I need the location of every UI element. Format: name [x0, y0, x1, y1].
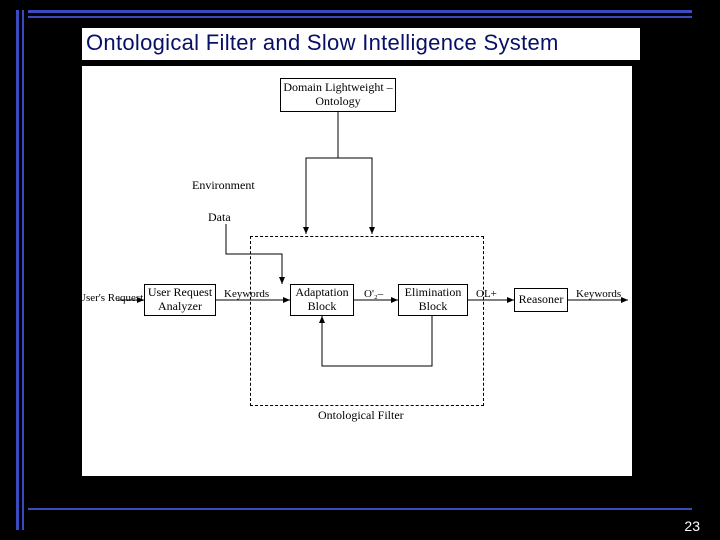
rule-bottom — [28, 508, 692, 510]
edgelabel-keywords-1: Keywords — [224, 288, 269, 300]
node-elim: EliminationBlock — [398, 284, 468, 316]
page-title: Ontological Filter and Slow Intelligence… — [82, 28, 640, 60]
label-ontological-filter: Ontological Filter — [318, 408, 404, 423]
diagram-canvas: Domain Lightweight –Ontology User Reques… — [82, 66, 632, 476]
node-adapt: AdaptationBlock — [290, 284, 354, 316]
rule-top-1 — [28, 10, 692, 13]
page-number: 23 — [684, 518, 700, 534]
edgelabel-ol: OL+ — [476, 288, 497, 300]
slide: Ontological Filter and Slow Intelligence… — [0, 0, 720, 540]
edgelabel-o2: O'₂– — [364, 288, 383, 300]
rule-left-1 — [16, 10, 19, 530]
edgelabel-users-request: User's Request — [78, 292, 143, 304]
rule-top-2 — [28, 16, 692, 18]
edgelabel-keywords-2: Keywords — [576, 288, 621, 300]
label-environment: Environment — [192, 178, 255, 193]
ontological-filter-region — [250, 236, 484, 406]
node-ura: User RequestAnalyzer — [144, 284, 216, 316]
rule-left-2 — [22, 10, 24, 530]
node-domain: Domain Lightweight –Ontology — [280, 78, 396, 112]
label-data: Data — [208, 210, 231, 225]
node-reasoner: Reasoner — [514, 288, 568, 312]
